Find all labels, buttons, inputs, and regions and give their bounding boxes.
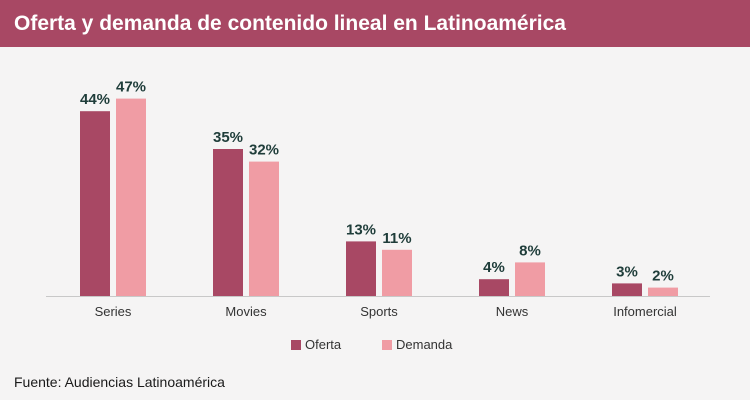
value-label-demanda-movies: 32% (249, 142, 279, 159)
bar-oferta-series (80, 111, 110, 296)
bar-oferta-sports (346, 241, 376, 296)
bar-oferta-news (479, 279, 509, 296)
value-label-demanda-sports: 11% (382, 230, 411, 247)
chart-title: Oferta y demanda de contenido lineal en … (14, 11, 566, 35)
category-label-sports: Sports (360, 304, 398, 319)
bar-oferta-infomercial (612, 283, 642, 296)
bar-demanda-infomercial (648, 287, 678, 296)
value-label-oferta-sports: 13% (346, 221, 376, 238)
category-label-movies: Movies (225, 304, 267, 319)
category-label-infomercial: Infomercial (613, 304, 677, 319)
value-label-demanda-infomercial: 2% (652, 268, 674, 285)
value-label-oferta-news: 4% (483, 259, 505, 276)
bar-oferta-movies (213, 149, 243, 296)
bar-demanda-series (116, 98, 146, 296)
bar-demanda-movies (249, 161, 279, 296)
legend-swatch-demanda (382, 340, 392, 350)
value-label-oferta-movies: 35% (213, 129, 243, 146)
value-label-oferta-series: 44% (80, 91, 110, 108)
category-label-news: News (496, 304, 529, 319)
value-label-oferta-infomercial: 3% (616, 263, 638, 280)
legend-swatch-oferta (291, 340, 301, 350)
legend-label-demanda: Demanda (396, 337, 453, 352)
bar-demanda-sports (382, 249, 412, 296)
value-label-demanda-series: 47% (116, 79, 146, 96)
title-bar: Oferta y demanda de contenido lineal en … (0, 0, 750, 47)
bar-chart: 44% 47% Series 35% 32% Movies 13% 11% Sports 4% 8%… (46, 79, 710, 352)
bar-demanda-news (515, 262, 545, 296)
value-label-demanda-news: 8% (519, 242, 541, 259)
source-note: Fuente: Audiencias Latinoamérica (14, 374, 225, 390)
legend-label-oferta: Oferta (305, 337, 342, 352)
category-label-series: Series (95, 304, 132, 319)
